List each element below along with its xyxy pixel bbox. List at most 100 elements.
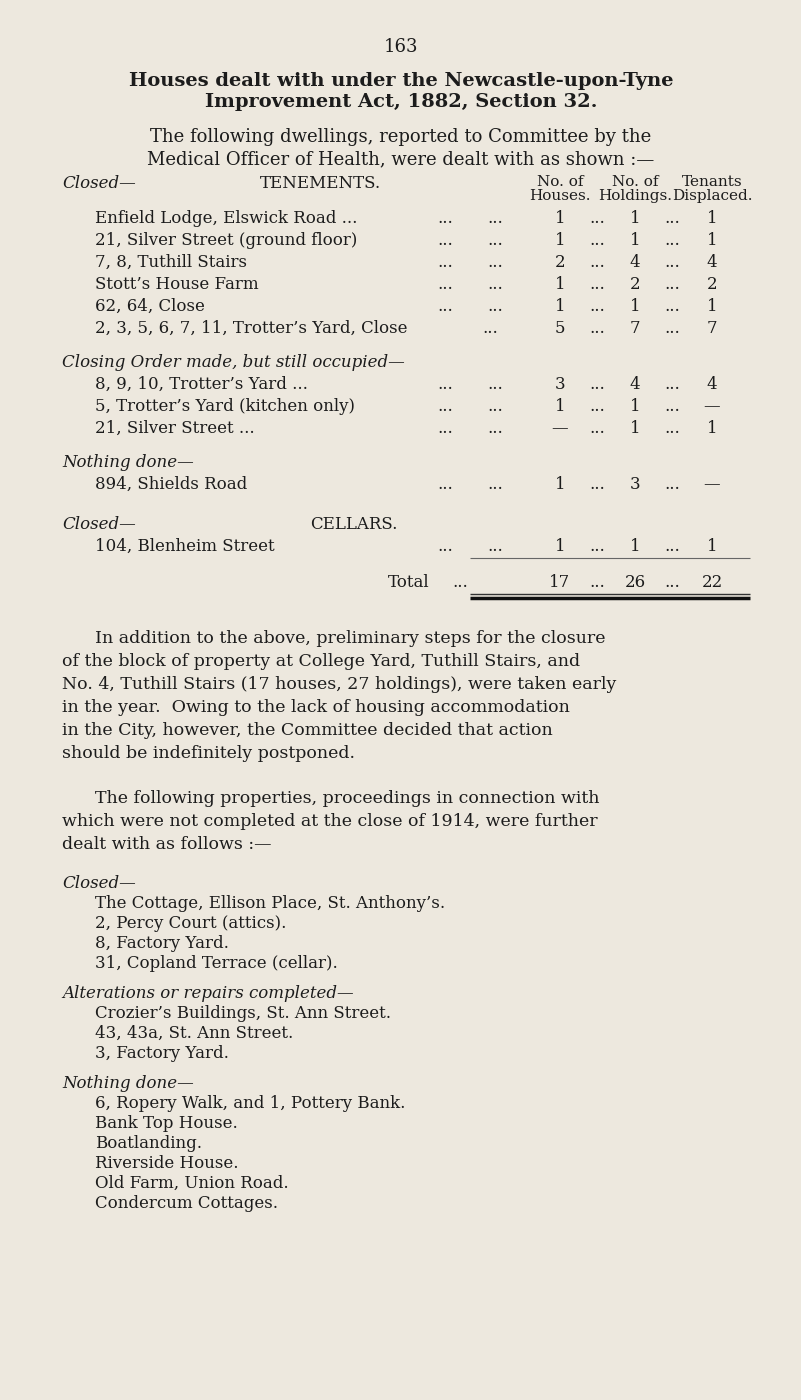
Text: ...: ... [589, 321, 605, 337]
Text: 21, Silver Street (ground floor): 21, Silver Street (ground floor) [95, 232, 357, 249]
Text: Nothing done—: Nothing done— [62, 454, 194, 470]
Text: The following properties, proceedings in connection with: The following properties, proceedings in… [95, 790, 599, 806]
Text: ...: ... [437, 420, 453, 437]
Text: ...: ... [664, 377, 680, 393]
Text: Closed—: Closed— [62, 875, 135, 892]
Text: —: — [704, 398, 720, 414]
Text: Medical Officer of Health, were dealt with as shown :—: Medical Officer of Health, were dealt wi… [147, 150, 654, 168]
Text: 1: 1 [630, 398, 640, 414]
Text: 1: 1 [630, 210, 640, 227]
Text: Closing Order made, but still occupied—: Closing Order made, but still occupied— [62, 354, 405, 371]
Text: ...: ... [487, 210, 503, 227]
Text: —: — [552, 420, 569, 437]
Text: Houses dealt with under the Newcastle-upon-Tyne: Houses dealt with under the Newcastle-up… [129, 71, 674, 90]
Text: 4: 4 [706, 253, 718, 272]
Text: 2, Percy Court (attics).: 2, Percy Court (attics). [95, 916, 287, 932]
Text: ...: ... [437, 476, 453, 493]
Text: 7: 7 [630, 321, 640, 337]
Text: ...: ... [664, 210, 680, 227]
Text: ...: ... [437, 232, 453, 249]
Text: ...: ... [589, 476, 605, 493]
Text: ...: ... [437, 398, 453, 414]
Text: 2: 2 [706, 276, 718, 293]
Text: 8, 9, 10, Trotter’s Yard ...: 8, 9, 10, Trotter’s Yard ... [95, 377, 308, 393]
Text: Nothing done—: Nothing done— [62, 1075, 194, 1092]
Text: 2: 2 [630, 276, 640, 293]
Text: ...: ... [589, 253, 605, 272]
Text: of the block of property at College Yard, Tuthill Stairs, and: of the block of property at College Yard… [62, 652, 580, 671]
Text: should be indefinitely postponed.: should be indefinitely postponed. [62, 745, 355, 762]
Text: Old Farm, Union Road.: Old Farm, Union Road. [95, 1175, 288, 1191]
Text: ...: ... [589, 210, 605, 227]
Text: ...: ... [589, 276, 605, 293]
Text: ...: ... [487, 298, 503, 315]
Text: 1: 1 [554, 232, 566, 249]
Text: 3: 3 [554, 377, 566, 393]
Text: ...: ... [664, 538, 680, 554]
Text: Houses.: Houses. [529, 189, 591, 203]
Text: 1: 1 [554, 476, 566, 493]
Text: 7: 7 [706, 321, 718, 337]
Text: —: — [704, 476, 720, 493]
Text: Bank Top House.: Bank Top House. [95, 1114, 238, 1133]
Text: dealt with as follows :—: dealt with as follows :— [62, 836, 272, 853]
Text: ...: ... [589, 298, 605, 315]
Text: 1: 1 [706, 420, 718, 437]
Text: 1: 1 [554, 298, 566, 315]
Text: 1: 1 [630, 232, 640, 249]
Text: ...: ... [589, 232, 605, 249]
Text: ...: ... [437, 276, 453, 293]
Text: 1: 1 [630, 538, 640, 554]
Text: ...: ... [589, 377, 605, 393]
Text: ...: ... [487, 420, 503, 437]
Text: 5: 5 [555, 321, 566, 337]
Text: Alterations or repairs completed—: Alterations or repairs completed— [62, 986, 353, 1002]
Text: Riverside House.: Riverside House. [95, 1155, 239, 1172]
Text: ...: ... [664, 476, 680, 493]
Text: 1: 1 [706, 298, 718, 315]
Text: ...: ... [664, 574, 680, 591]
Text: ...: ... [437, 377, 453, 393]
Text: 21, Silver Street ...: 21, Silver Street ... [95, 420, 255, 437]
Text: 4: 4 [630, 253, 640, 272]
Text: 2, 3, 5, 6, 7, 11, Trotter’s Yard, Close: 2, 3, 5, 6, 7, 11, Trotter’s Yard, Close [95, 321, 408, 337]
Text: Stott’s House Farm: Stott’s House Farm [95, 276, 259, 293]
Text: 1: 1 [706, 210, 718, 227]
Text: Displaced.: Displaced. [672, 189, 752, 203]
Text: ...: ... [487, 538, 503, 554]
Text: 31, Copland Terrace (cellar).: 31, Copland Terrace (cellar). [95, 955, 338, 972]
Text: The Cottage, Ellison Place, St. Anthony’s.: The Cottage, Ellison Place, St. Anthony’… [95, 895, 445, 911]
Text: ...: ... [487, 253, 503, 272]
Text: Closed—: Closed— [62, 175, 135, 192]
Text: ...: ... [487, 377, 503, 393]
Text: 22: 22 [702, 574, 723, 591]
Text: ...: ... [664, 298, 680, 315]
Text: Enfield Lodge, Elswick Road ...: Enfield Lodge, Elswick Road ... [95, 210, 357, 227]
Text: ...: ... [437, 210, 453, 227]
Text: 1: 1 [706, 232, 718, 249]
Text: ...: ... [664, 321, 680, 337]
Text: ...: ... [437, 253, 453, 272]
Text: ...: ... [487, 232, 503, 249]
Text: ...: ... [437, 298, 453, 315]
Text: 5, Trotter’s Yard (kitchen only): 5, Trotter’s Yard (kitchen only) [95, 398, 355, 414]
Text: No. 4, Tuthill Stairs (17 houses, 27 holdings), were taken early: No. 4, Tuthill Stairs (17 houses, 27 hol… [62, 676, 617, 693]
Text: ...: ... [452, 574, 468, 591]
Text: 163: 163 [384, 38, 418, 56]
Text: Closed—: Closed— [62, 517, 135, 533]
Text: Improvement Act, 1882, Section 32.: Improvement Act, 1882, Section 32. [205, 92, 598, 111]
Text: 3: 3 [630, 476, 640, 493]
Text: CELLARS.: CELLARS. [310, 517, 397, 533]
Text: 4: 4 [706, 377, 718, 393]
Text: ...: ... [437, 538, 453, 554]
Text: The following dwellings, reported to Committee by the: The following dwellings, reported to Com… [151, 127, 652, 146]
Text: 1: 1 [706, 538, 718, 554]
Text: Condercum Cottages.: Condercum Cottages. [95, 1196, 278, 1212]
Text: 1: 1 [630, 298, 640, 315]
Text: in the year.  Owing to the lack of housing accommodation: in the year. Owing to the lack of housin… [62, 699, 570, 715]
Text: ...: ... [589, 574, 605, 591]
Text: No. of: No. of [537, 175, 583, 189]
Text: ...: ... [664, 420, 680, 437]
Text: 62, 64, Close: 62, 64, Close [95, 298, 205, 315]
Text: 26: 26 [625, 574, 646, 591]
